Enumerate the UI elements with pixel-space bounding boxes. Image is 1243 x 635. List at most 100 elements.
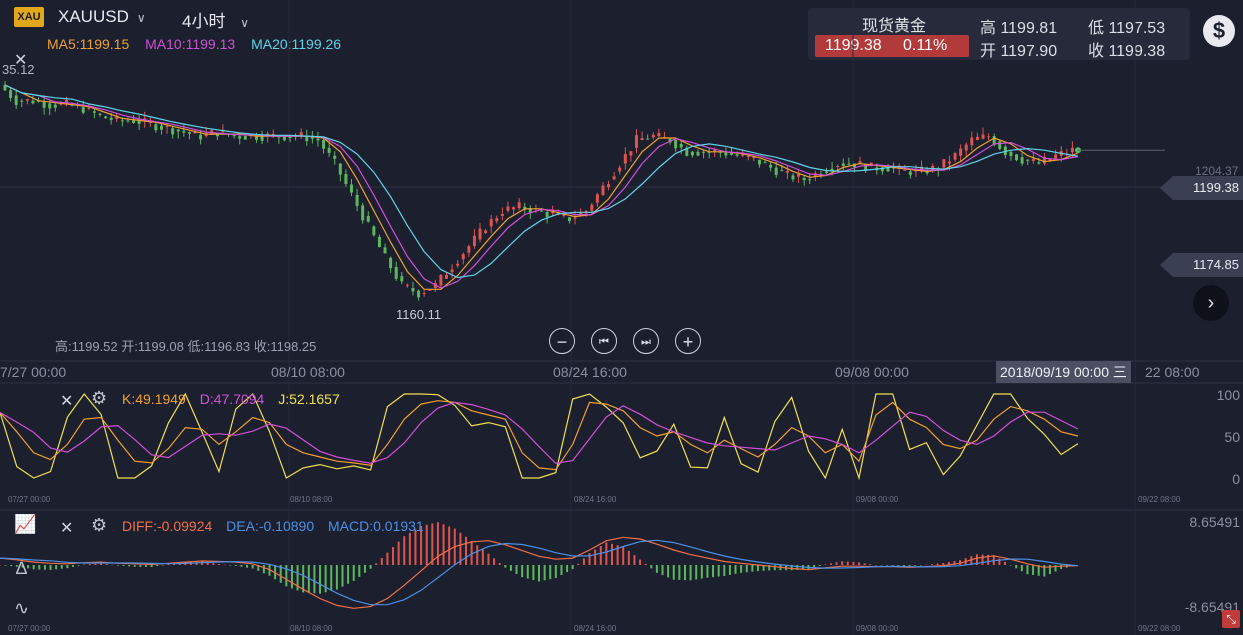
drawing-tool-icon[interactable]: ∆ (16, 558, 28, 578)
macd-bar (487, 553, 490, 565)
macd-bar (981, 554, 984, 565)
macd-bar (992, 555, 995, 565)
close-icon[interactable]: ✕ (60, 520, 74, 537)
partial-price-label: 35.12 (2, 62, 35, 77)
candle-body (573, 217, 577, 219)
macd-bar (60, 565, 63, 569)
zoom-in-button[interactable]: + (675, 328, 701, 354)
macd-bar (139, 565, 142, 567)
price-level-faint: 1204.37 (1195, 164, 1239, 178)
macd-date-label: 09/22 08:00 (1138, 624, 1181, 633)
candle-body (305, 136, 309, 142)
symbol-selector[interactable]: XAUUSD ∨ (58, 7, 146, 27)
macd-bar (431, 523, 434, 565)
ma10-label: MA10:1199.13 (145, 36, 236, 52)
macd-bar (4, 565, 7, 566)
candle-body (137, 120, 141, 124)
candle-body (757, 159, 761, 165)
candle-body (171, 128, 175, 135)
macd-bar (313, 565, 316, 594)
candle-body (679, 143, 683, 148)
macd-bar (408, 532, 411, 565)
candle-body (551, 212, 555, 214)
macd-date-label: 07/27 00:00 (8, 624, 51, 633)
macd-bar (734, 565, 737, 574)
macd-bar (644, 563, 647, 565)
candle-body (87, 107, 91, 109)
close-icon[interactable]: ✕ (60, 393, 74, 410)
candle-body (847, 163, 851, 165)
candle-body (959, 148, 963, 156)
macd-bar (133, 565, 136, 567)
candle-body (428, 289, 432, 291)
macd-bar (549, 565, 552, 580)
candle-body (925, 171, 929, 174)
kdj-axis-100: 100 (1216, 387, 1240, 403)
macd-bar (745, 565, 748, 573)
macd-bar (234, 565, 237, 566)
candle-body (975, 136, 979, 140)
indicator-icon[interactable]: ∿ (14, 598, 30, 618)
period-selector[interactable]: 4小时 ∨ (182, 7, 249, 32)
next-arrow-button[interactable]: › (1193, 285, 1229, 321)
macd-bar (150, 565, 153, 568)
chevron-down-icon: ∨ (230, 16, 249, 30)
candle-body (702, 151, 706, 153)
candle-body (355, 195, 359, 207)
macd-bar (257, 565, 260, 571)
current-price-tag: 1199.38 (1173, 176, 1243, 200)
candle-body (668, 138, 672, 143)
gear-icon[interactable]: ⚙ (91, 388, 108, 408)
candle-body (646, 138, 650, 140)
candle-body (545, 212, 549, 217)
macd-bar (493, 558, 496, 565)
macd-bar (369, 565, 372, 569)
macd-bar (15, 565, 18, 567)
candle-body (567, 217, 571, 222)
macd-bar (161, 565, 164, 566)
macd-diff-label: DIFF:-0.09924 (122, 518, 213, 534)
macd-bar (987, 554, 990, 565)
macd-bar (105, 564, 108, 565)
macd-bar (723, 565, 726, 576)
candle-body (53, 104, 57, 108)
zoom-out-button[interactable]: − (549, 328, 575, 354)
candle-body (456, 263, 460, 266)
macd-bar (116, 565, 119, 566)
macd-bar (358, 565, 361, 577)
quote-open: 开 1197.90 (980, 43, 1058, 60)
macd-bar (476, 545, 479, 565)
candle-body (14, 95, 18, 105)
close-icon[interactable]: ✕ (14, 52, 28, 69)
macd-bar (55, 565, 58, 570)
candle-body (1003, 146, 1007, 156)
skip-back-button[interactable]: ⏮ (591, 328, 617, 354)
macd-bar (509, 565, 512, 571)
kdj-date-label: 08/10 08:00 (290, 495, 333, 504)
macd-dea-label: DEA:-0.10890 (226, 518, 315, 534)
candle-body (389, 257, 393, 269)
candle-body (953, 153, 957, 160)
candle-body (405, 284, 409, 286)
chart-type-icon[interactable]: 📈 (14, 514, 37, 534)
candle-body (377, 236, 381, 248)
candle-body (595, 194, 599, 203)
candle-body (830, 168, 834, 172)
candle-body (104, 116, 108, 119)
macd-date-label: 08/24 16:00 (574, 624, 617, 633)
gear-icon[interactable]: ⚙ (91, 515, 108, 535)
quote-change: 0.11% (903, 37, 948, 54)
kdj-axis-50: 50 (1224, 429, 1240, 445)
candle-body (864, 164, 868, 171)
candle-body (187, 132, 191, 134)
dollar-icon[interactable]: $ (1203, 15, 1235, 47)
candle-body (193, 130, 197, 134)
macd-bar (975, 554, 978, 565)
candle-body (31, 100, 35, 104)
skip-forward-button[interactable]: ⏭ (633, 328, 659, 354)
kdj-k-line (0, 400, 1079, 471)
macd-bar (869, 564, 872, 565)
macd-bar (335, 565, 338, 590)
candle-body (98, 113, 102, 115)
corner-badge-icon[interactable]: ⤡ (1222, 610, 1240, 628)
